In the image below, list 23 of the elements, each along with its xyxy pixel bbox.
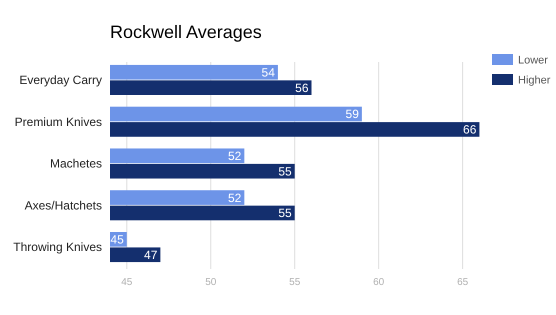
x-tick-label: 50 [205, 277, 217, 288]
x-tick-label: 60 [373, 277, 385, 288]
x-tick-label: 55 [289, 277, 301, 288]
y-tick-label: Premium Knives [14, 114, 102, 129]
legend-label: Higher [518, 74, 551, 86]
chart-title: Rockwell Averages [110, 22, 262, 42]
data-label: 55 [278, 164, 292, 178]
data-label: 59 [346, 107, 360, 122]
data-label: 56 [295, 80, 309, 95]
x-tick-label: 65 [457, 277, 469, 288]
y-tick-label: Axes/Hatchets [24, 198, 102, 212]
data-label: 45 [110, 232, 124, 247]
data-label: 66 [463, 122, 477, 137]
data-label: 47 [144, 248, 158, 262]
y-tick-label: Everyday Carry [19, 73, 102, 88]
y-tick-label: Throwing Knives [13, 240, 102, 254]
x-tick-label: 45 [121, 277, 133, 288]
data-label: 55 [278, 206, 292, 220]
data-label: 52 [228, 148, 242, 163]
legend-label: Lower [518, 54, 548, 66]
data-label: 52 [228, 190, 242, 205]
y-tick-label: Machetes [50, 156, 102, 171]
data-label: 54 [262, 65, 276, 80]
